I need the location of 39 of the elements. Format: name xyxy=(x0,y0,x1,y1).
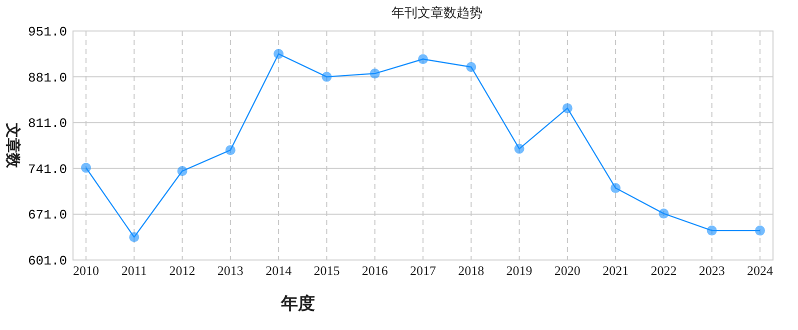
point xyxy=(562,103,572,114)
x-tick-label: 2017 xyxy=(410,263,436,278)
y-tick-label: 881.0 xyxy=(28,70,67,86)
point xyxy=(514,144,524,154)
x-tick-label: 2016 xyxy=(362,263,388,278)
point xyxy=(610,183,621,194)
point xyxy=(755,226,765,236)
x-tick-label: 2018 xyxy=(458,263,484,278)
y-tick-label: 951.0 xyxy=(28,24,67,40)
point xyxy=(225,145,236,156)
point xyxy=(177,166,188,176)
point xyxy=(129,232,140,242)
x-tick-label: 2024 xyxy=(747,263,774,278)
y-tick-label: 741.0 xyxy=(28,162,67,177)
y-tick-label: 671.0 xyxy=(28,208,67,223)
x-tick-label: 2023 xyxy=(698,263,725,278)
y-tick-label: 811.0 xyxy=(28,116,67,132)
x-tick-label: 2010 xyxy=(73,263,99,278)
x-tick-label: 2019 xyxy=(506,263,532,278)
point xyxy=(466,62,476,72)
point xyxy=(706,226,717,236)
x-axis-title: 年度 xyxy=(280,294,315,313)
x-tick-label: 2014 xyxy=(266,263,292,278)
x-tick-label: 2021 xyxy=(602,263,629,278)
x-tick-label: 2013 xyxy=(217,263,244,278)
x-tick-label: 2020 xyxy=(554,263,580,278)
chart-title: 年刊文章数趋势 xyxy=(392,5,482,20)
point xyxy=(370,68,380,79)
point xyxy=(274,48,284,59)
x-tick-label: 2012 xyxy=(169,263,196,278)
x-tick-label: 2015 xyxy=(314,263,340,278)
point xyxy=(81,162,91,173)
point xyxy=(658,208,669,219)
x-tick-label: 2022 xyxy=(650,263,677,278)
point xyxy=(418,54,428,64)
x-tick-label: 2011 xyxy=(121,263,147,278)
y-axis-title: 文章数 xyxy=(4,122,22,169)
point xyxy=(322,72,332,82)
y-tick-label: 601.0 xyxy=(28,254,67,268)
